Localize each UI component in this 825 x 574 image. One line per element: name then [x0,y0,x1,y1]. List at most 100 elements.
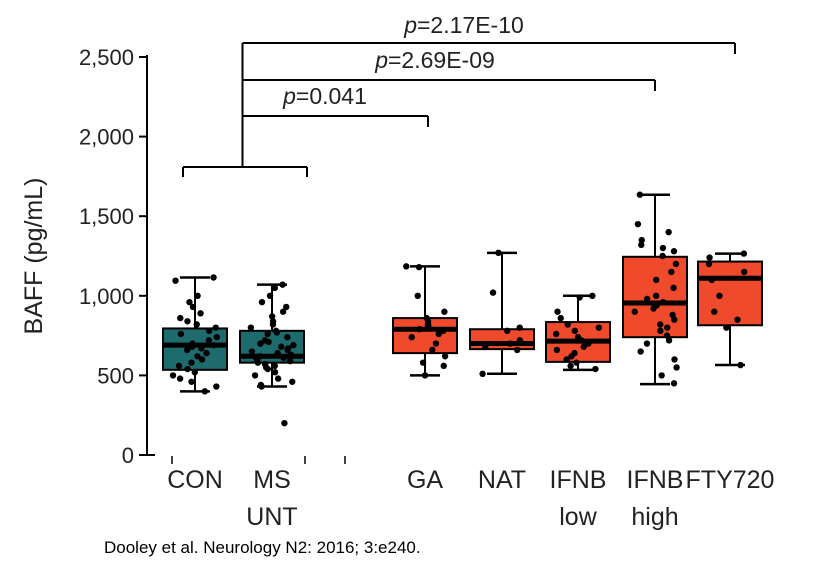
data-point [415,263,423,271]
box-iqr [469,328,535,351]
data-point [740,268,748,276]
data-point [213,333,220,341]
data-point [264,365,271,373]
data-point [670,248,678,255]
data-point [634,220,642,228]
data-point [716,292,723,299]
data-point [567,362,574,370]
data-point [258,383,265,390]
data-point [189,303,197,311]
x-category-label: high [631,503,678,531]
p-value-label: p=2.69E-09 [374,47,495,73]
data-point [280,354,287,362]
data-point [194,353,201,360]
data-point [441,353,449,360]
data-point [265,338,272,346]
data-point [213,383,220,390]
data-point [435,330,442,338]
box-iqr [697,260,763,327]
x-category-label: IFNB [550,466,607,494]
data-point [711,308,718,315]
data-point [188,343,196,350]
box-group-4: IFNB low [545,292,611,531]
data-point [210,274,217,281]
data-point [665,228,672,236]
box-group-5: IFNB high [622,191,688,531]
p-value-number: =0.041 [296,83,367,109]
data-point [279,281,286,288]
data-point [670,380,678,387]
data-point [592,365,599,373]
y-tick-label: 500 [97,363,134,388]
data-point [441,308,448,315]
data-point [576,294,583,301]
data-point [557,314,564,322]
data-point [186,298,193,306]
data-point [289,378,296,385]
data-point [671,356,678,363]
data-point [573,359,580,366]
box-group-0: CON [162,274,228,494]
y-axis-label: BAFF (pg/mL) [20,178,48,335]
data-point [708,276,715,284]
data-point [414,292,421,299]
data-point [258,298,266,306]
data-point [585,340,592,347]
data-point [652,292,660,299]
data-point [408,333,415,341]
data-point [194,292,201,299]
y-tick-label: 1,500 [79,204,134,229]
data-point [734,316,741,323]
data-point [205,337,213,344]
data-point [440,362,447,370]
data-point [251,372,259,379]
data-point [637,348,644,355]
data-point [268,313,276,320]
data-point [659,252,666,260]
data-point [429,346,436,354]
y-tick-label: 1,000 [79,284,134,309]
data-point [664,324,671,331]
data-point [419,359,427,366]
data-point [266,292,274,299]
data-point [254,359,262,366]
data-point [283,303,290,311]
data-point [416,326,423,333]
p-value-symbol: p [374,47,388,73]
data-point [440,327,447,335]
data-point [516,324,523,331]
data-point [432,340,440,347]
data-point [287,351,295,358]
data-point [273,329,281,336]
data-point [631,308,638,315]
x-category-label: FTY720 [686,466,775,494]
data-point [279,308,287,315]
data-point [668,268,675,276]
data-point [269,321,277,328]
data-point [188,359,195,366]
data-point [421,372,429,379]
y-tick-label: 2,000 [79,125,134,150]
data-point [197,310,204,317]
data-point [424,324,432,331]
x-category-label: MS [253,466,291,494]
data-point [580,343,587,350]
data-point [290,341,297,349]
data-point [176,375,184,382]
data-point [643,295,651,303]
x-category-label: IFNB [627,466,684,494]
box-group-1: MS UNT [239,281,305,531]
data-point [663,332,671,339]
data-point [177,330,185,338]
data-point [403,263,410,270]
data-point [184,318,191,325]
data-point [564,321,571,328]
data-point [737,361,744,369]
data-point [286,357,294,365]
p-value-symbol: p [282,83,296,109]
data-point [184,365,191,373]
x-category-label: low [559,503,597,531]
data-point [595,324,603,331]
data-point [503,327,511,335]
